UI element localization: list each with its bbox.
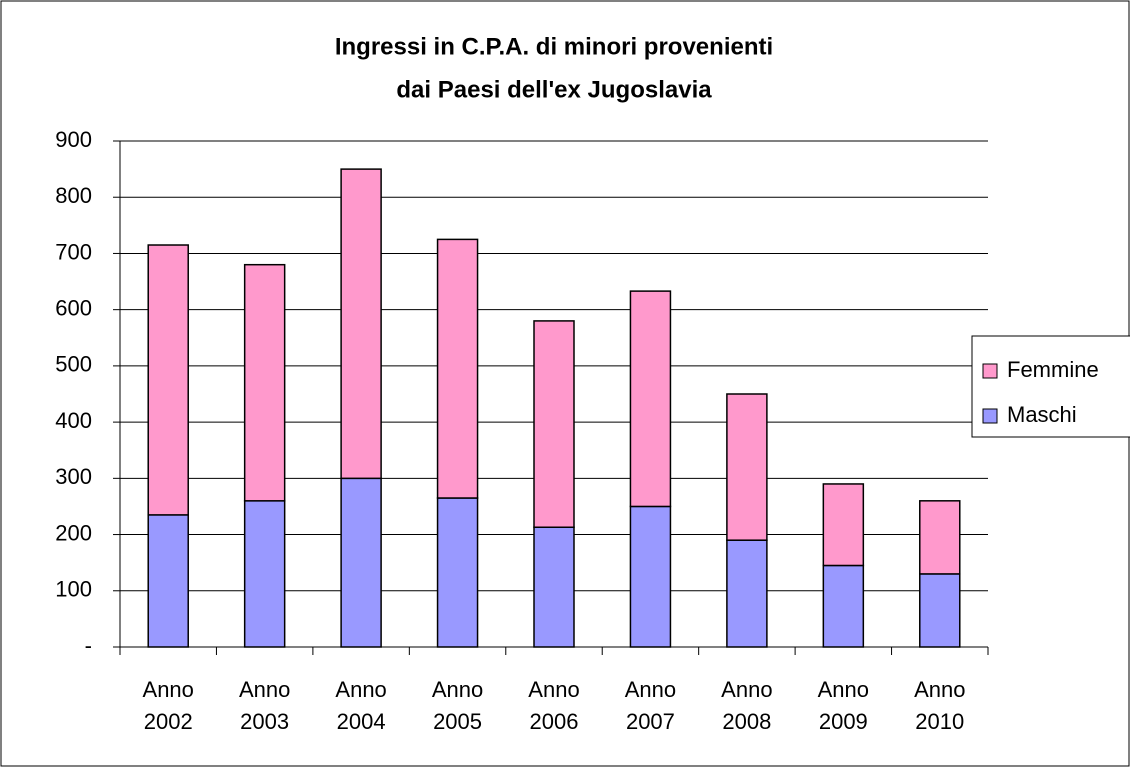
y-tick-label: 700 [55, 239, 92, 264]
bar-segment [147, 244, 189, 516]
y-tick-label: 900 [55, 127, 92, 152]
legend-swatch [982, 408, 998, 424]
bar-segment [340, 477, 382, 648]
bar-segment [533, 526, 575, 648]
legend-box [971, 335, 1130, 438]
y-tick-label: - [85, 633, 92, 658]
x-tick-label: Anno 2002 [142, 677, 194, 734]
bar-segment [436, 497, 479, 648]
x-tick-label: Anno 2008 [721, 677, 773, 734]
bar-segment [243, 263, 286, 502]
x-tick-label: Anno 2009 [817, 677, 870, 734]
y-tick-label: 800 [55, 183, 92, 208]
bar-segment [436, 238, 479, 499]
bar-segment [726, 393, 768, 541]
y-tick-label: 300 [55, 464, 92, 489]
bar-segment [340, 168, 382, 480]
bar-segment [822, 564, 865, 648]
bar-segment [629, 505, 672, 648]
y-tick-label: 600 [55, 295, 92, 320]
y-tick-label: 500 [55, 352, 92, 377]
y-tick-label: 400 [55, 408, 92, 433]
chart-title: dai Paesi dell'ex Jugoslavia [396, 76, 712, 103]
y-tick-label: 100 [55, 577, 92, 602]
x-tick-label: Anno 2006 [528, 677, 580, 734]
y-tick-label: 200 [55, 520, 92, 545]
legend-label: Femmine [1007, 357, 1099, 382]
x-tick-label: Anno 2003 [238, 677, 291, 734]
bar-segment [629, 290, 672, 508]
bar-segment [243, 500, 286, 648]
bar-segment [822, 483, 865, 567]
x-tick-label: Anno 2004 [335, 677, 387, 734]
bar-segment [726, 539, 768, 648]
legend-label: Maschi [1007, 402, 1077, 427]
bar-segment [147, 514, 189, 648]
x-tick-label: Anno 2010 [914, 677, 966, 734]
bar-segment [919, 500, 961, 575]
x-tick-label: Anno 2007 [624, 677, 677, 734]
bar-segment [533, 320, 575, 528]
x-tick-label: Anno 2005 [431, 677, 484, 734]
legend-swatch [982, 363, 998, 379]
chart-title: Ingressi in C.P.A. di minori provenienti [335, 33, 773, 60]
bar-segment [919, 573, 961, 648]
